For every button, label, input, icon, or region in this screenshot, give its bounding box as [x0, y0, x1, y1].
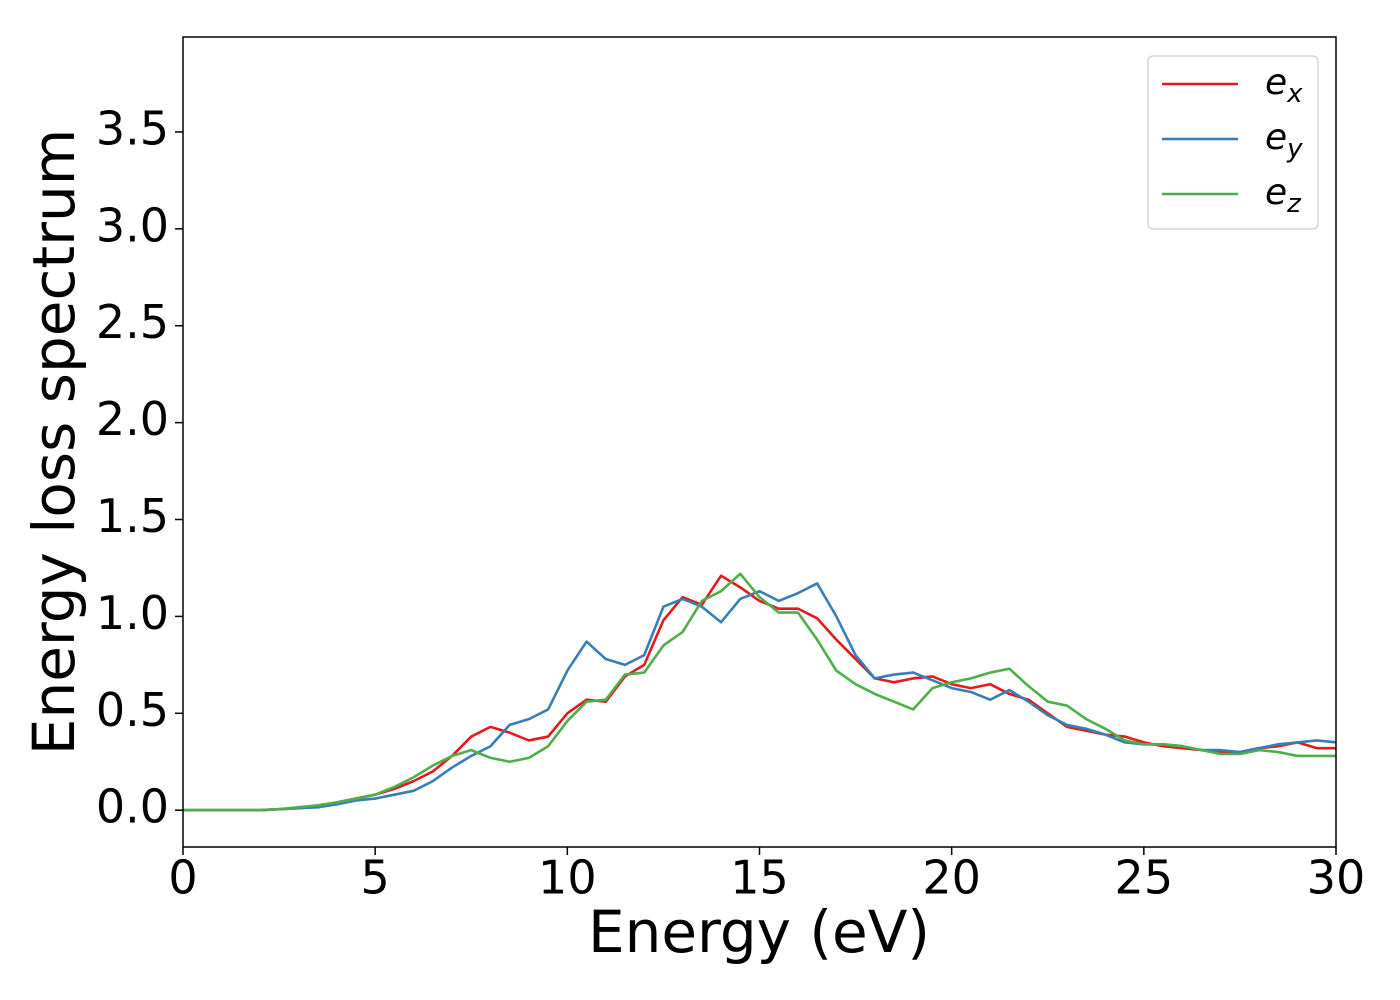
- y-tick-label: 0.5: [96, 683, 169, 737]
- x-axis-label: Energy (eV): [588, 898, 930, 966]
- y-tick-label: 2.5: [96, 295, 169, 349]
- y-tick-label: 2.0: [96, 392, 169, 446]
- legend-label: ey: [1265, 117, 1303, 164]
- legend-label: ex: [1265, 62, 1303, 109]
- y-tick-label: 1.0: [96, 586, 169, 640]
- series-line: [183, 572, 1336, 812]
- y-tick-label: 1.5: [96, 489, 169, 543]
- x-tick-label: 15: [730, 851, 789, 905]
- legend-label: ez: [1265, 172, 1302, 219]
- x-tick-label: 10: [538, 851, 597, 905]
- legend-label-base: e: [1265, 172, 1287, 213]
- legend-label-sub: z: [1286, 189, 1302, 219]
- legend-label-base: e: [1265, 62, 1287, 103]
- x-tick-label: 25: [1115, 851, 1174, 905]
- y-axis-label: Energy loss spectrum: [20, 129, 88, 755]
- x-tick-label: 0: [168, 851, 197, 905]
- x-tick-label: 30: [1307, 851, 1366, 905]
- y-tick-label: 0.0: [96, 780, 169, 834]
- x-tick-label: 5: [361, 851, 390, 905]
- plot-frame: [182, 36, 1337, 848]
- legend-label-sub: y: [1286, 134, 1303, 164]
- legend-label-sub: x: [1286, 79, 1303, 109]
- y-tick-label: 3.5: [96, 101, 169, 155]
- y-tick-label: 3.0: [96, 198, 169, 252]
- legend-label-base: e: [1265, 117, 1287, 158]
- x-tick-label: 20: [922, 851, 981, 905]
- legend-box: [1147, 55, 1319, 230]
